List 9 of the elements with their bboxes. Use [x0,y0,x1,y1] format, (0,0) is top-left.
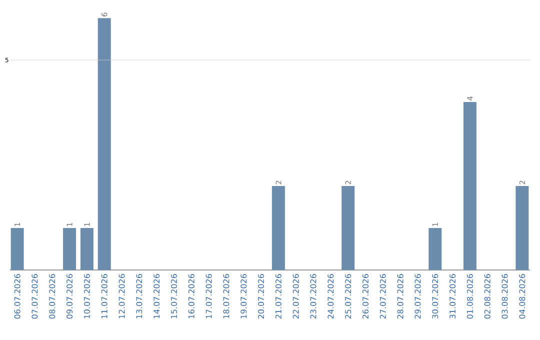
bar [463,102,476,270]
bar [272,186,285,270]
bar [80,228,94,270]
bar [516,186,529,270]
bar [428,228,442,270]
bar [63,228,76,270]
bar [10,228,24,270]
bar [98,18,111,270]
bar [342,186,355,270]
